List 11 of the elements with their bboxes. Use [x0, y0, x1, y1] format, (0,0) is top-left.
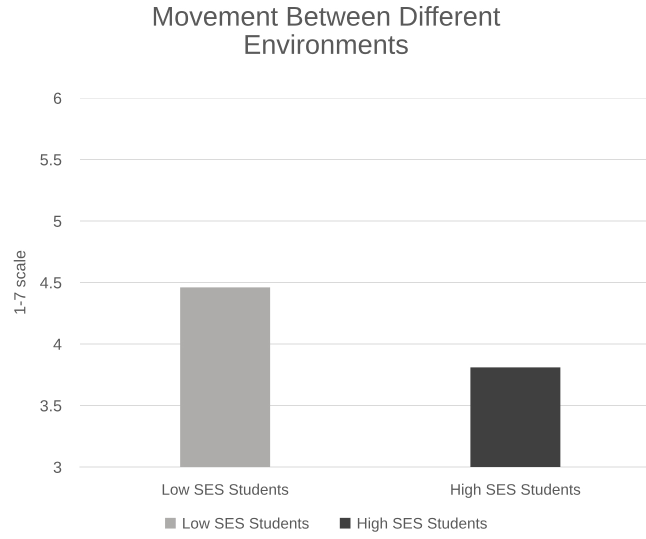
y-axis-title: 1-7 scale [14, 250, 26, 314]
y-tick-label: 4 [53, 338, 62, 350]
chart-title: Movement Between Different Environments [154, 6, 500, 54]
y-tick-label: 6 [54, 92, 62, 104]
y-tick-label: 5.5 [40, 154, 62, 166]
legend-label: High SES Students [358, 517, 487, 532]
y-tick-label: 5 [54, 216, 62, 227]
y-tick-label: 4.5 [40, 277, 62, 288]
legend-label: Low SES Students [183, 517, 309, 529]
y-tick-label: 3 [54, 462, 62, 473]
y-tick-label: 3.5 [40, 400, 62, 412]
